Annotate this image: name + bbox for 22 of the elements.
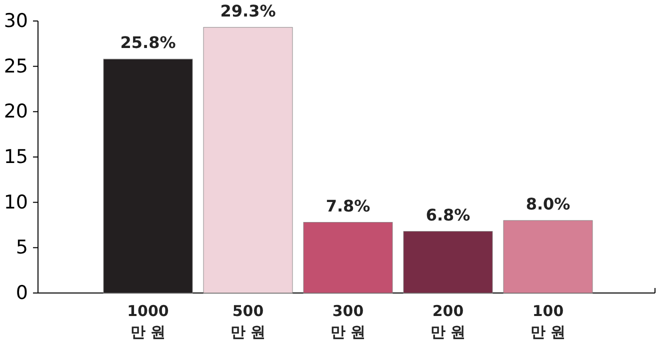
data-label: 29.3% <box>220 1 276 20</box>
x-tick-label: 500 만 원 <box>230 302 266 341</box>
x-tick-label: 200 만 원 <box>430 302 466 341</box>
bar <box>303 222 393 294</box>
bar <box>103 58 193 294</box>
y-tick-label: 30 <box>4 10 28 32</box>
y-tick-label: 15 <box>4 146 28 168</box>
y-tick-label: 0 <box>16 282 28 304</box>
data-label: 8.0% <box>526 194 570 214</box>
y-tick-label: 25 <box>4 55 28 78</box>
data-label: 25.8% <box>120 33 176 52</box>
bar <box>203 27 293 294</box>
data-label: 7.8% <box>326 196 370 216</box>
y-tick-label: 10 <box>4 191 28 214</box>
bar <box>503 220 593 294</box>
y-tick-label: 5 <box>16 236 28 259</box>
bar <box>403 231 493 294</box>
data-label: 6.8% <box>426 205 470 224</box>
x-tick-label: 1000 만 원 <box>127 302 169 341</box>
x-tick-label: 100 만 원 <box>530 302 566 341</box>
y-tick-label: 20 <box>4 100 28 123</box>
x-tick-label: 300 만 원 <box>330 302 366 341</box>
